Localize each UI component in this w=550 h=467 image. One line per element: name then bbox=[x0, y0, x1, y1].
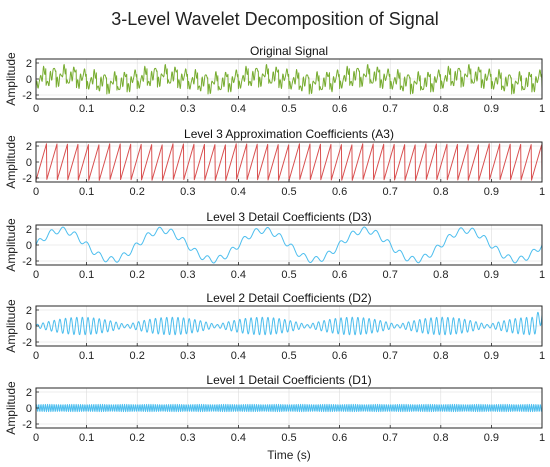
x-tick-label: 0.8 bbox=[433, 103, 448, 115]
x-tick-label: 0.6 bbox=[332, 103, 347, 115]
x-tick-label: 0.3 bbox=[180, 350, 195, 362]
x-tick-label: 0.9 bbox=[484, 432, 499, 444]
x-tick-label: 0.8 bbox=[433, 269, 448, 281]
x-tick-label: 0.2 bbox=[130, 269, 145, 281]
y-axis-label: Amplitude bbox=[4, 135, 18, 189]
x-tick-label: 0.3 bbox=[180, 186, 195, 198]
y-tick-label: -2 bbox=[22, 256, 32, 268]
x-tick-label: 0.9 bbox=[484, 186, 499, 198]
x-tick-label: 0.5 bbox=[281, 103, 296, 115]
y-tick-label: 2 bbox=[26, 387, 32, 399]
panel-title: Level 2 Detail Coefficients (D2) bbox=[206, 291, 371, 305]
x-tick-label: 0.4 bbox=[231, 103, 246, 115]
x-tick-label: 0.8 bbox=[433, 432, 448, 444]
x-tick-label: 0 bbox=[33, 103, 39, 115]
x-tick-label: 0.2 bbox=[130, 186, 145, 198]
x-tick-label: 1 bbox=[539, 350, 545, 362]
x-tick-label: 0.4 bbox=[231, 186, 246, 198]
panel-2: Level 3 Approximation Coefficients (A3) 0… bbox=[4, 127, 545, 198]
x-tick-label: 0.1 bbox=[79, 432, 94, 444]
x-tick-label: 0.9 bbox=[484, 103, 499, 115]
y-tick-label: 2 bbox=[26, 141, 32, 153]
x-tick-label: 0.9 bbox=[484, 350, 499, 362]
y-tick-label: -2 bbox=[22, 173, 32, 185]
x-tick-label: 0.7 bbox=[383, 432, 398, 444]
x-tick-label: 0.1 bbox=[79, 103, 94, 115]
y-axis-label: Amplitude bbox=[4, 381, 18, 435]
y-tick-label: 0 bbox=[26, 403, 32, 415]
panel-1: Original Signal 0 0.1 0.2 0.3 0.4 0.5 0.6 0.7 0.8… bbox=[4, 44, 545, 115]
x-tick-label: 0.8 bbox=[433, 186, 448, 198]
x-tick-label: 0.1 bbox=[79, 269, 94, 281]
x-tick-label: 0.5 bbox=[281, 269, 296, 281]
x-tick-label: 0.4 bbox=[231, 432, 246, 444]
x-tick-label: 0.7 bbox=[383, 269, 398, 281]
y-tick-label: 0 bbox=[26, 74, 32, 86]
x-tick-label: 0 bbox=[33, 186, 39, 198]
x-tick-label: 0.3 bbox=[180, 103, 195, 115]
y-axis-label: Amplitude bbox=[4, 52, 18, 106]
y-tick-label: 2 bbox=[26, 58, 32, 70]
x-tick-label: 1 bbox=[539, 186, 545, 198]
x-tick-label: 0.2 bbox=[130, 350, 145, 362]
y-tick-label: 0 bbox=[26, 240, 32, 252]
x-tick-label: 0.4 bbox=[231, 269, 246, 281]
x-tick-label: 0.5 bbox=[281, 350, 296, 362]
x-tick-label: 0.9 bbox=[484, 269, 499, 281]
y-tick-label: -2 bbox=[22, 90, 32, 102]
y-tick-label: 0 bbox=[26, 321, 32, 333]
x-tick-label: 1 bbox=[539, 103, 545, 115]
y-tick-label: -2 bbox=[22, 337, 32, 349]
figure-title: 3-Level Wavelet Decomposition of Signal bbox=[111, 9, 439, 29]
x-tick-label: 0.1 bbox=[79, 350, 94, 362]
y-tick-label: 2 bbox=[26, 305, 32, 317]
x-tick-label: 0.5 bbox=[281, 186, 296, 198]
y-tick-label: 0 bbox=[26, 157, 32, 169]
x-tick-label: 0.7 bbox=[383, 350, 398, 362]
signal-line bbox=[35, 226, 543, 264]
x-tick-label: 0 bbox=[33, 269, 39, 281]
x-tick-label: 0.6 bbox=[332, 186, 347, 198]
x-tick-label: 0.5 bbox=[281, 432, 296, 444]
x-tick-label: 0.7 bbox=[383, 186, 398, 198]
y-tick-label: 2 bbox=[26, 224, 32, 236]
x-tick-label: 0.2 bbox=[130, 103, 145, 115]
x-tick-label: 0.6 bbox=[332, 350, 347, 362]
panel-title: Level 1 Detail Coefficients (D1) bbox=[206, 373, 371, 387]
y-axis-label: Amplitude bbox=[4, 218, 18, 272]
signal-line bbox=[35, 64, 543, 95]
x-tick-label: 0.3 bbox=[180, 432, 195, 444]
panel-title: Level 3 Approximation Coefficients (A3) bbox=[184, 127, 394, 141]
x-tick-label: 0.7 bbox=[383, 103, 398, 115]
x-tick-label: 0.8 bbox=[433, 350, 448, 362]
x-tick-label: 0.6 bbox=[332, 432, 347, 444]
panels-container: Original Signal 0 0.1 0.2 0.3 0.4 0.5 0.6 0.7 0.8… bbox=[4, 44, 545, 462]
x-tick-label: 0 bbox=[33, 432, 39, 444]
signal-line bbox=[35, 311, 543, 336]
panel-title: Level 3 Detail Coefficients (D3) bbox=[206, 210, 371, 224]
x-tick-label: 0.4 bbox=[231, 350, 246, 362]
panel-4: Level 2 Detail Coefficients (D2) 0 0.1 0.2 0… bbox=[4, 291, 545, 362]
x-tick-label: 0 bbox=[33, 350, 39, 362]
x-tick-label: 0.1 bbox=[79, 186, 94, 198]
panel-3: Level 3 Detail Coefficients (D3) 0 0.1 0.2 0… bbox=[4, 210, 545, 281]
x-tick-label: 0.6 bbox=[332, 269, 347, 281]
y-tick-label: -2 bbox=[22, 419, 32, 431]
panel-title: Original Signal bbox=[250, 44, 328, 58]
panel-5: Level 1 Detail Coefficients (D1) 0 0.1 0.2 0… bbox=[4, 373, 545, 462]
x-axis-label: Time (s) bbox=[267, 448, 311, 462]
y-axis-label: Amplitude bbox=[4, 299, 18, 353]
x-tick-label: 1 bbox=[539, 432, 545, 444]
x-tick-label: 1 bbox=[539, 269, 545, 281]
x-tick-label: 0.3 bbox=[180, 269, 195, 281]
signal-line bbox=[35, 403, 543, 413]
x-tick-label: 0.2 bbox=[130, 432, 145, 444]
